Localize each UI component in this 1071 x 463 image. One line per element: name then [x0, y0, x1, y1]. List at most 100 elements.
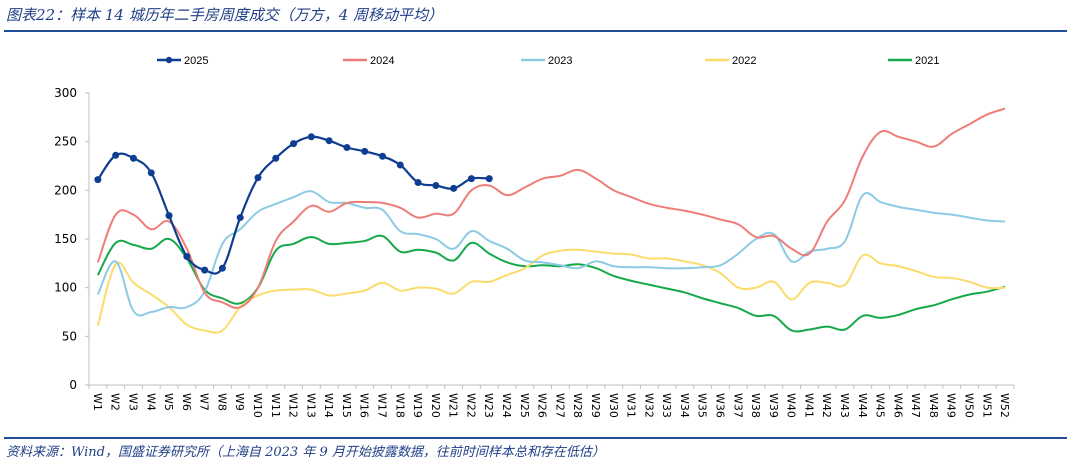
source-note: 资料来源：Wind，国盛证券研究所（上海自 2023 年 9 月开始披露数据，往…	[6, 445, 605, 460]
data-point-2025-W10	[254, 174, 262, 182]
x-tick-label: W11	[269, 393, 282, 418]
data-point-2025-W1	[94, 176, 102, 184]
data-point-2025-W16	[361, 147, 369, 155]
x-tick-label: W41	[802, 393, 815, 418]
legend-item-2025: 2025	[157, 55, 208, 67]
data-point-2025-W17	[379, 152, 387, 160]
x-tick-label: W26	[536, 393, 549, 418]
data-point-2025-W21	[450, 184, 458, 192]
x-tick-label: W52	[998, 393, 1011, 418]
x-tick-label: W45	[874, 393, 887, 418]
x-tick-label: W40	[785, 393, 798, 418]
x-tick-label: W43	[838, 393, 851, 418]
data-point-2025-W8	[218, 264, 226, 272]
data-point-2025-W14	[325, 137, 333, 145]
series-line-2025	[96, 135, 490, 275]
x-tick-label: W36	[713, 393, 726, 418]
legend-item-2024: 2024	[343, 55, 394, 67]
legend-item-2021: 2021	[888, 55, 939, 67]
x-tick-label: W25	[518, 393, 531, 418]
legend-label-2023: 2023	[548, 55, 572, 67]
x-tick-label: W33	[660, 393, 673, 418]
x-tick-label: W17	[376, 393, 389, 418]
x-tick-label: W48	[927, 393, 940, 418]
data-point-2025-W4	[147, 169, 155, 177]
data-point-2025-W15	[343, 144, 351, 152]
data-point-2025-W2	[112, 151, 120, 159]
x-tick-label: W46	[891, 393, 904, 418]
x-tick-label: W38	[749, 393, 762, 418]
data-point-2025-W9	[236, 214, 244, 222]
x-tick-label: W10	[251, 393, 264, 418]
x-tick-label: W31	[625, 393, 638, 418]
legend-label-2024: 2024	[370, 55, 394, 67]
data-point-2025-W11	[272, 154, 280, 162]
data-point-2025-W13	[307, 133, 315, 141]
data-point-2025-W7	[201, 266, 209, 274]
x-tick-label: W7	[198, 393, 211, 411]
series-group	[94, 107, 1006, 334]
x-tick-label: W9	[233, 393, 246, 411]
x-tick-label: W19	[411, 393, 424, 418]
x-tick-label: W23	[482, 393, 495, 418]
footer-divider	[4, 437, 1067, 439]
series-line-2023	[96, 190, 1006, 317]
data-point-2025-W6	[183, 253, 191, 261]
x-tick-label: W35	[696, 393, 709, 418]
x-tick-label: W12	[287, 393, 300, 418]
legend: 2025 2024 2023 2022 2021	[157, 55, 939, 67]
x-tick-label: W50	[963, 393, 976, 418]
x-tick-label: W2	[109, 393, 122, 411]
y-tick-label: 250	[54, 135, 77, 149]
y-tick-label: 200	[54, 183, 77, 197]
data-point-2025-W3	[129, 154, 137, 162]
data-point-2025-W18	[396, 161, 404, 169]
x-tick-label: W44	[856, 393, 869, 418]
x-tick-label: W20	[429, 393, 442, 418]
x-tick-label: W14	[322, 393, 335, 418]
legend-item-2022: 2022	[705, 55, 756, 67]
y-tick-label: 50	[62, 329, 77, 343]
x-tick-label: W42	[820, 393, 833, 418]
y-tick-label: 0	[69, 378, 77, 392]
x-tick-label: W28	[571, 393, 584, 418]
x-tick-label: W15	[340, 393, 353, 418]
x-tick-label: W22	[464, 393, 477, 418]
title-divider	[4, 30, 1067, 32]
x-tick-label: W47	[909, 393, 922, 418]
data-point-2025-W19	[414, 179, 422, 187]
x-tick-label: W4	[144, 393, 157, 411]
legend-marker-2025	[165, 56, 173, 64]
x-tick-label: W6	[180, 393, 193, 411]
series-line-2022	[96, 248, 1006, 334]
x-tick-label: W49	[945, 393, 958, 418]
series-line-2024	[96, 107, 1006, 309]
legend-label-2021: 2021	[915, 55, 939, 67]
data-point-2025-W12	[290, 140, 298, 148]
data-point-2025-W5	[165, 212, 173, 220]
legend-label-2022: 2022	[732, 55, 756, 67]
x-tick-label: W29	[589, 393, 602, 418]
x-tick-label: W18	[393, 393, 406, 418]
axes: 0 50 100 150 200 250 300 W1 W2 W3 W4 W5 W6 W7 W8 W9 W10 W…	[54, 86, 1015, 418]
x-tick-label: W13	[304, 393, 317, 418]
series-line-2021	[97, 234, 1006, 333]
x-tick-label: W37	[731, 393, 744, 418]
data-point-2025-W20	[432, 181, 440, 189]
x-tick-label: W30	[607, 393, 620, 418]
x-tick-label: W39	[767, 393, 780, 418]
x-tick-label: W51	[980, 393, 993, 418]
legend-label-2025: 2025	[184, 55, 208, 67]
x-tick-label: W24	[500, 393, 513, 418]
x-tick-label: W32	[642, 393, 655, 418]
x-tick-label: W16	[358, 393, 371, 418]
legend-item-2023: 2023	[521, 55, 572, 67]
data-point-2025-W22	[467, 175, 475, 183]
x-tick-label: W21	[447, 393, 460, 418]
y-tick-label: 150	[54, 232, 77, 246]
x-tick-label: W3	[126, 393, 139, 411]
data-point-2025-W23	[485, 175, 493, 183]
x-tick-label: W5	[162, 393, 175, 411]
x-tick-label: W1	[91, 393, 104, 411]
